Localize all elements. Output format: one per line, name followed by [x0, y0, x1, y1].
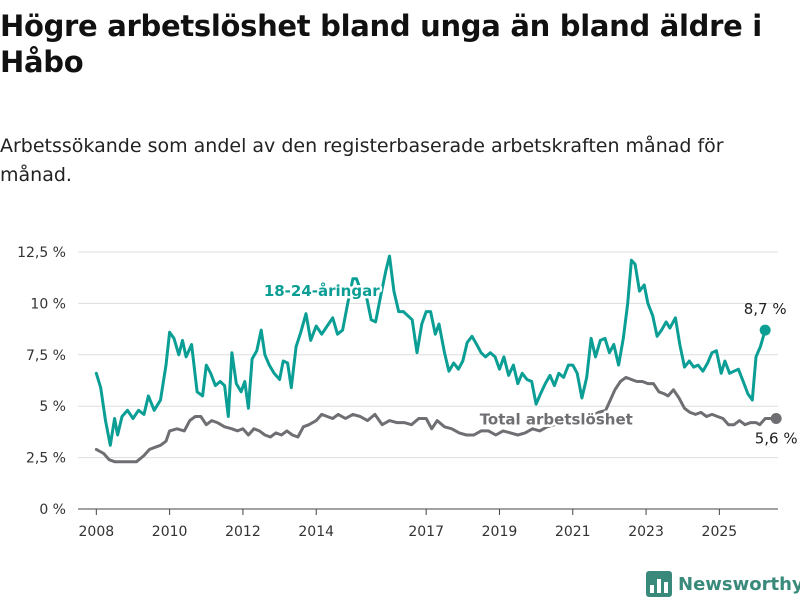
chart-subtitle: Arbetssökande som andel av den registerb… [0, 135, 724, 186]
youth-series-line [94, 254, 767, 447]
y-tick-label: 5 % [39, 399, 66, 415]
y-tick-label: 10 % [30, 296, 66, 312]
x-tick-label: 2019 [482, 524, 518, 540]
x-tick-label: 2010 [152, 524, 188, 540]
x-tick-label: 2017 [408, 524, 444, 540]
youth-end-value-label: 8,7 % [744, 300, 787, 318]
x-tick-label: 2008 [79, 524, 115, 540]
x-axis: 2008 2010 2012 2014 2017 2019 2021 2023 2025 [79, 509, 738, 540]
total-series-label: Total arbetslöshet [480, 411, 633, 429]
chart-title: Högre arbetslöshet bland unga än bland ä… [0, 9, 762, 79]
grid-lines [78, 251, 778, 510]
x-tick-label: 2014 [298, 524, 334, 540]
total-end-value-label: 5,6 % [755, 430, 798, 448]
x-tick-label: 2023 [628, 524, 664, 540]
total-end-point [770, 413, 782, 425]
newsworthy-logo: Newsworthy [646, 570, 800, 598]
series-lines [94, 254, 778, 464]
youth-end-point [759, 324, 771, 336]
y-axis-tick-labels: 0 % 2,5 % 5 % 7,5 % 10 % 12,5 % [17, 245, 66, 518]
line-chart: 0 %2,5 %5 %7,5 %10 %12,5 % 2008 2010 2012 2… [17, 245, 798, 540]
youth-series-label: 18-24-åringar [264, 282, 380, 300]
y-tick-label: 2,5 % [26, 451, 66, 467]
series-labels: 8,7 % 5,6 % 18-24-åringar Total arbetslöshe… [261, 280, 798, 448]
y-tick-label: 7,5 % [26, 348, 66, 364]
y-tick-label: 12,5 % [17, 245, 66, 261]
x-tick-label: 2012 [225, 524, 261, 540]
x-tick-label: 2025 [702, 524, 738, 540]
brand-name: Newsworthy [678, 573, 800, 595]
y-tick-label: 0 % [39, 502, 66, 518]
x-tick-label: 2021 [555, 524, 591, 540]
total-series-line [94, 375, 778, 464]
bar-chart-icon [646, 571, 672, 597]
